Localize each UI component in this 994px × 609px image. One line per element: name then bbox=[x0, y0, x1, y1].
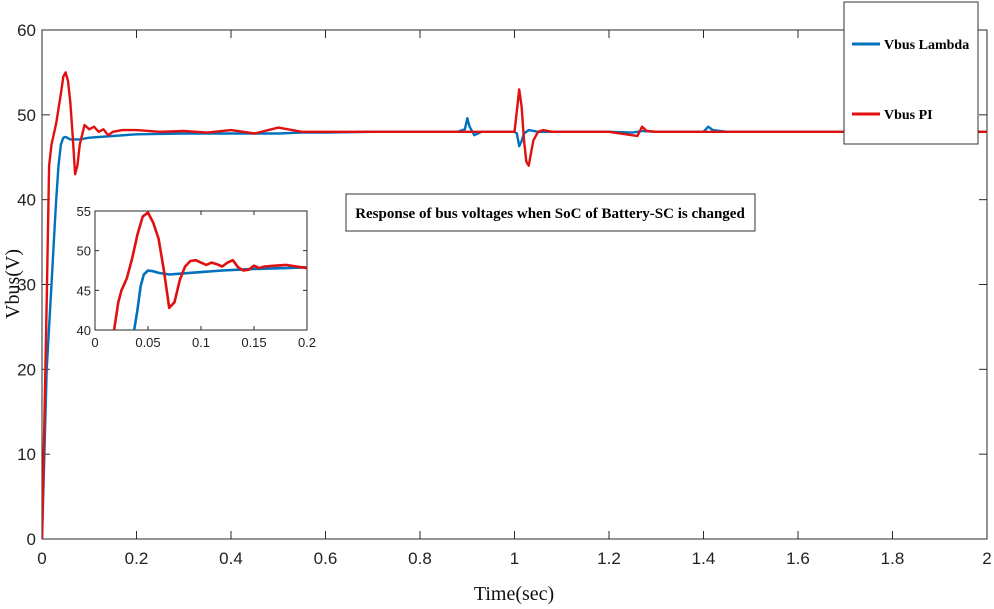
main-series-line-1 bbox=[42, 71, 987, 539]
annotation-box bbox=[345, 193, 756, 232]
main-y-tick-label: 30 bbox=[17, 276, 36, 295]
legend-label-pi: Vbus PI bbox=[884, 108, 933, 123]
legend: Vbus Lambda Vbus PI bbox=[843, 1, 979, 145]
main-x-tick-label: 1.2 bbox=[597, 549, 621, 568]
y-axis-label: Vbus(V) bbox=[2, 249, 24, 319]
inset-x-tick-label: 0 bbox=[91, 335, 98, 350]
main-x-tick-label: 1.8 bbox=[881, 549, 905, 568]
main-y-tick-label: 50 bbox=[17, 106, 36, 125]
main-y-tick-label: 20 bbox=[17, 360, 36, 379]
inset-plot-area: 0 0.05 0.1 0.15 0.2 40 45 50 55 bbox=[77, 204, 317, 350]
inset-x-tick-label: 0.05 bbox=[135, 335, 160, 350]
annotation: Response of bus voltages when SoC of Bat… bbox=[345, 193, 756, 232]
inset-plot-frame bbox=[94, 210, 308, 331]
main-x-tick-label: 0.6 bbox=[314, 549, 338, 568]
inset-x-tick-label: 0.15 bbox=[241, 335, 266, 350]
x-axis-label: Time(sec) bbox=[474, 583, 554, 605]
main-x-tick-label: 1.6 bbox=[786, 549, 810, 568]
main-y-tick-label: 10 bbox=[17, 445, 36, 464]
inset-series-line-1 bbox=[112, 211, 307, 330]
inset-series-lines bbox=[112, 211, 307, 330]
main-y-tick-label: 60 bbox=[17, 21, 36, 40]
main-series-lines bbox=[42, 71, 987, 539]
main-x-tick-label: 0.4 bbox=[219, 549, 243, 568]
inset-x-tick-label: 0.2 bbox=[298, 335, 316, 350]
main-y-tick-label: 0 bbox=[27, 530, 36, 549]
main-x-tick-label: 2 bbox=[982, 549, 991, 568]
main-y-tick-label: 40 bbox=[17, 191, 36, 210]
inset-y-tick-label: 50 bbox=[77, 244, 91, 259]
inset-y-tick-label: 40 bbox=[77, 323, 91, 338]
main-x-tick-label: 0.8 bbox=[408, 549, 432, 568]
main-x-tick-label: 0 bbox=[37, 549, 46, 568]
main-x-tick-label: 0.2 bbox=[125, 549, 149, 568]
inset-y-tick-label: 55 bbox=[77, 204, 91, 219]
inset-x-tick-label: 0.1 bbox=[192, 335, 210, 350]
annotation-text: Response of bus voltages when SoC of Bat… bbox=[355, 206, 745, 222]
main-x-tick-label: 1 bbox=[510, 549, 519, 568]
inset-y-tick-label: 45 bbox=[77, 283, 91, 298]
main-x-tick-label: 1.4 bbox=[692, 549, 716, 568]
legend-label-lambda: Vbus Lambda bbox=[884, 38, 969, 53]
legend-box bbox=[843, 1, 979, 145]
inset-axis-ticks: 0 0.05 0.1 0.15 0.2 40 45 50 55 bbox=[77, 204, 317, 350]
